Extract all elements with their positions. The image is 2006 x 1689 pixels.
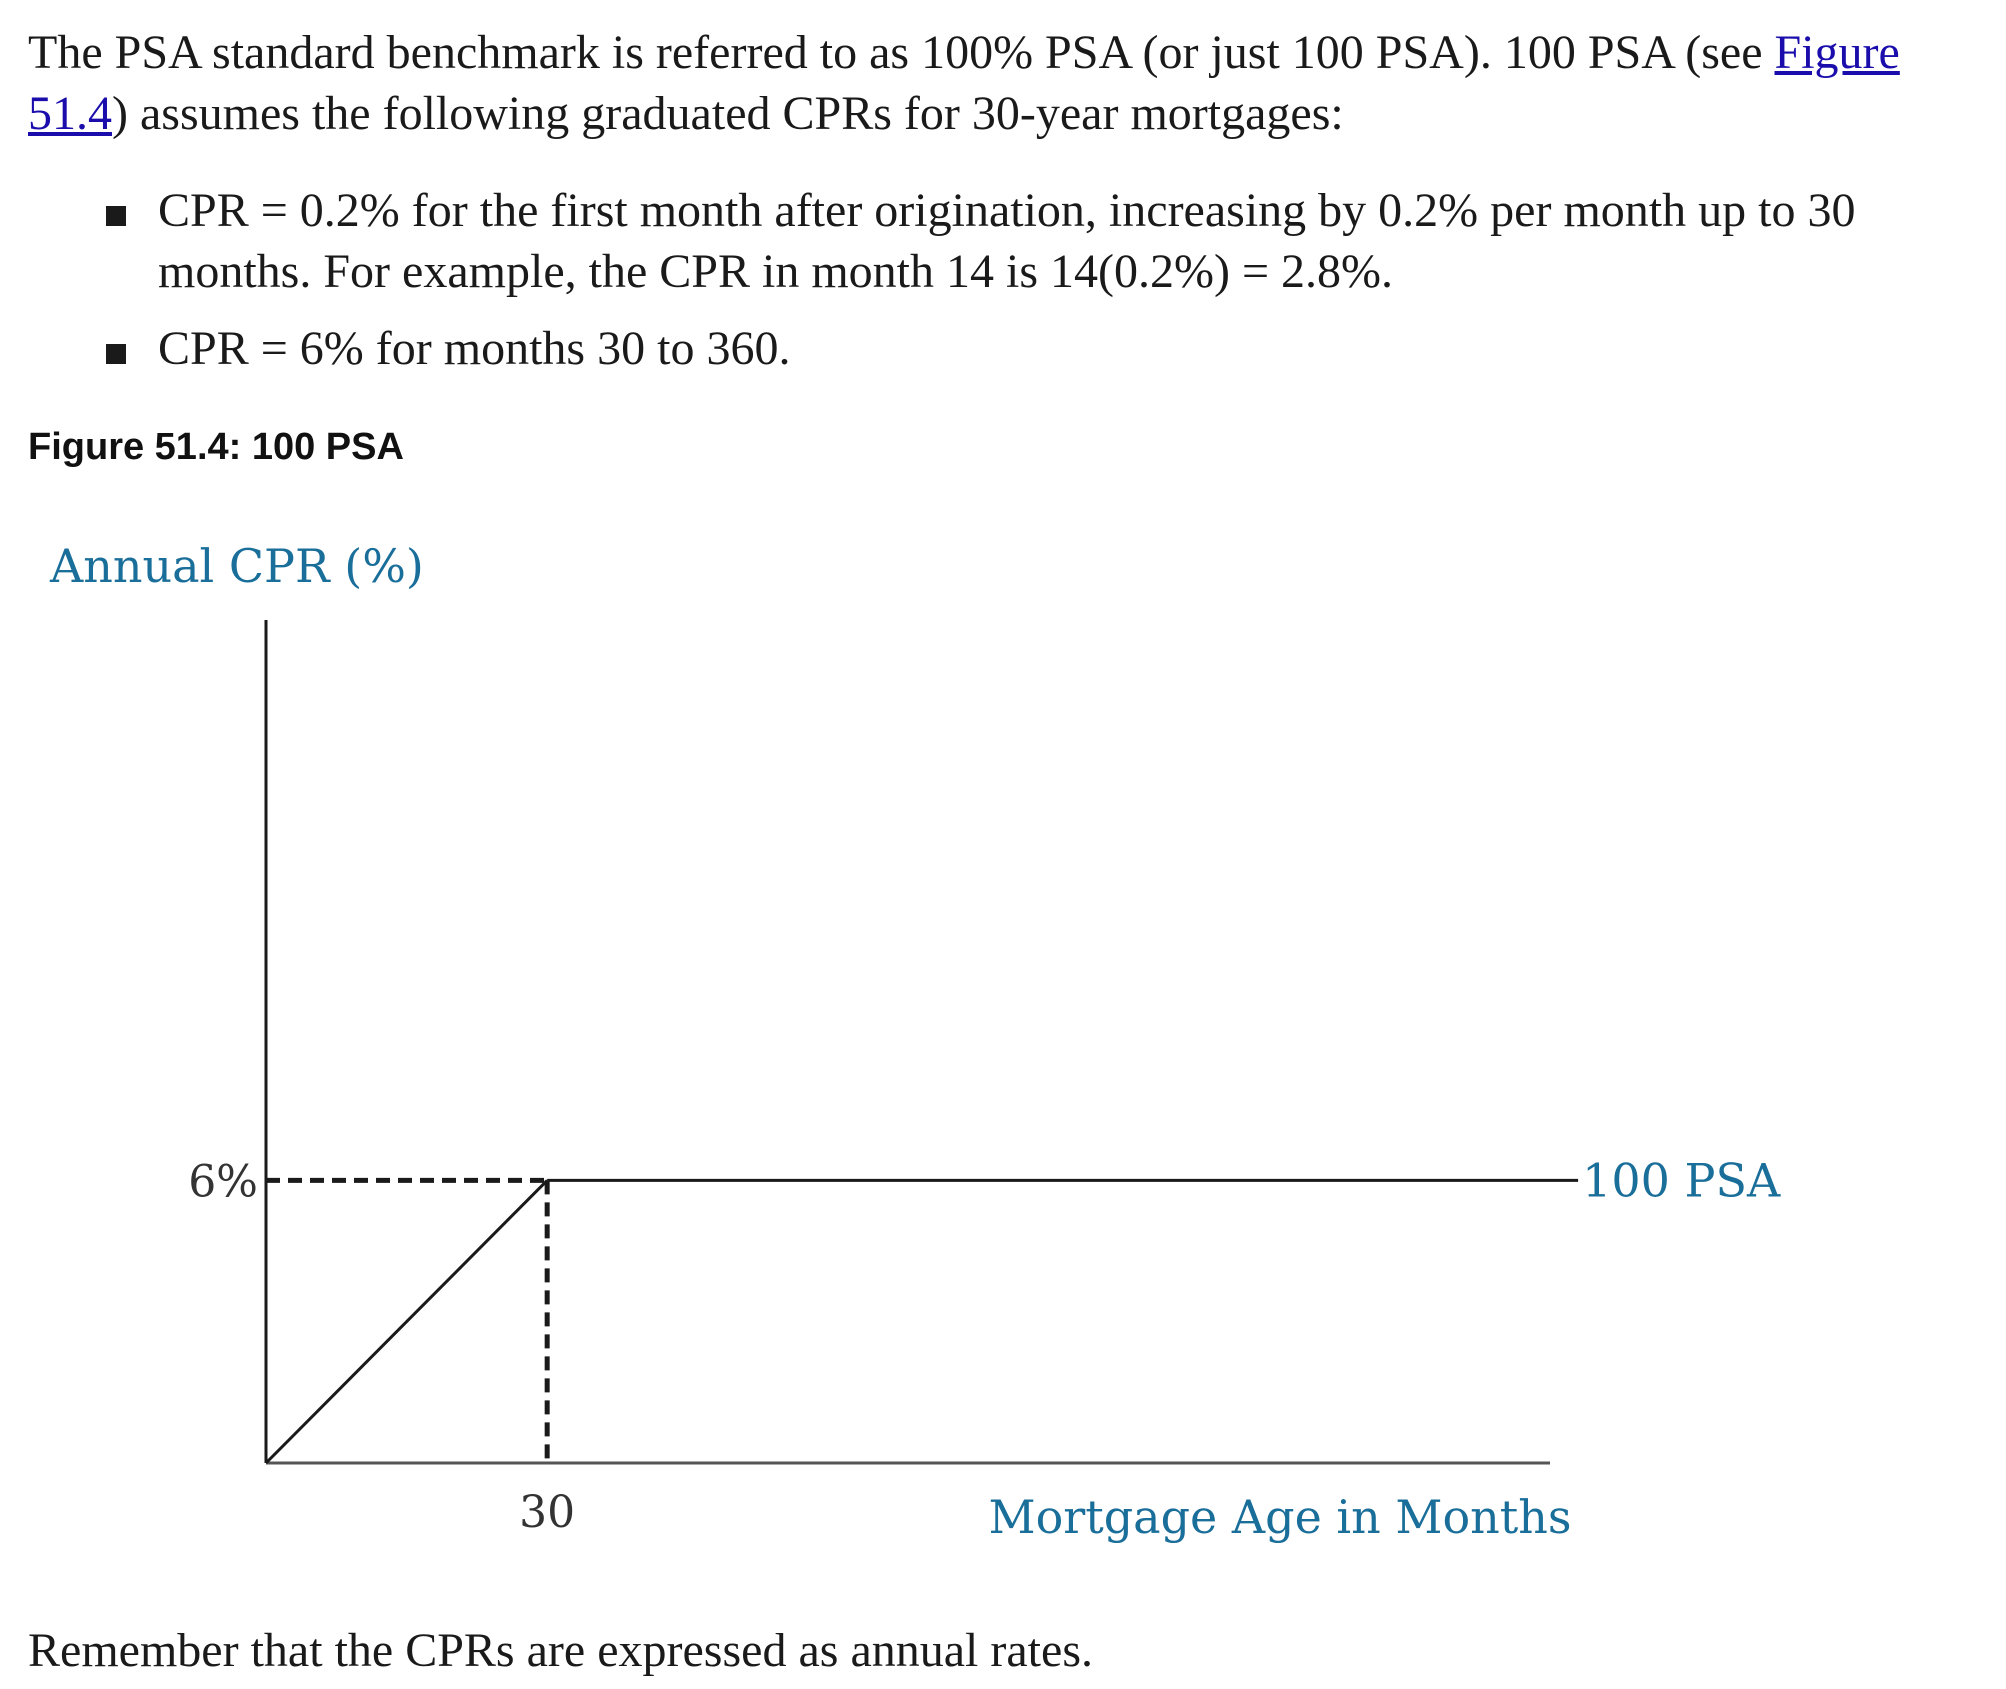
- series-group: [264, 1178, 1579, 1465]
- bullet-square-icon: [106, 344, 126, 364]
- footer-paragraph: Remember that the CPRs are expressed as …: [28, 1624, 1093, 1677]
- y-tick-label: 6%: [188, 1156, 258, 1207]
- bullet-square-icon: [106, 206, 126, 226]
- bullet-text: CPR = 6% for months 30 to 360.: [158, 322, 791, 375]
- y-axis-label: Annual CPR (%): [49, 539, 424, 593]
- intro-paragraph: The PSA standard benchmark is referred t…: [28, 22, 1978, 144]
- x-tick-label: 30: [519, 1487, 575, 1538]
- intro-text-start: The PSA standard benchmark is referred t…: [28, 26, 1775, 79]
- psa-chart: Annual CPR (%) 6% 30 100 PSA Mortgage Ag…: [49, 539, 1781, 1544]
- intro-text-end: ) assumes the following graduated CPRs f…: [112, 87, 1344, 140]
- figure-link[interactable]: Figure 51.4: [28, 26, 1900, 140]
- bullet-text: CPR = 0.2% for the first month after ori…: [158, 184, 1856, 298]
- series-label-100-psa: 100 PSA: [1582, 1153, 1781, 1207]
- x-axis-label: Mortgage Age in Months: [988, 1490, 1571, 1544]
- figure-caption: Figure 51.4: 100 PSA: [28, 426, 404, 468]
- series-segment: [264, 1179, 549, 1465]
